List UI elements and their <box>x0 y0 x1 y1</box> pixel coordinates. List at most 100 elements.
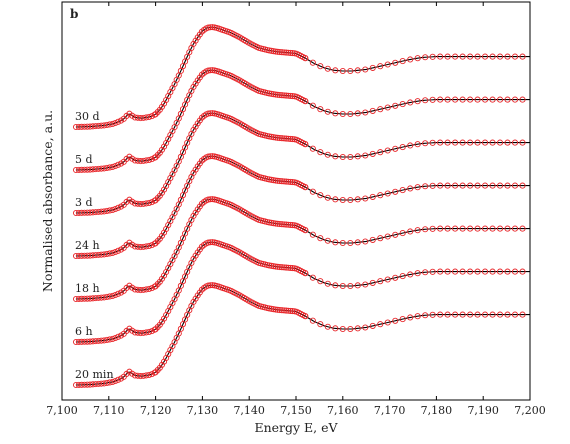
data-point <box>459 311 466 318</box>
data-point <box>437 311 444 318</box>
x-axis-ticks: 7,100 7,110 7,120 7,130 7,140 7,150 7,160 7,170… <box>46 2 546 417</box>
data-point <box>519 53 526 60</box>
data-point <box>87 295 94 302</box>
data-point <box>278 49 286 56</box>
data-point <box>332 153 339 160</box>
data-point <box>106 121 113 128</box>
data-point <box>422 140 429 147</box>
data-point <box>140 114 147 121</box>
data-point <box>101 294 108 301</box>
data-point <box>317 149 324 156</box>
data-point <box>429 225 436 232</box>
data-point <box>369 236 376 243</box>
fit-line <box>76 26 530 128</box>
x-tick-label: 7,110 <box>93 404 125 417</box>
data-point <box>467 53 474 60</box>
data-point <box>270 48 277 55</box>
data-point <box>268 262 275 269</box>
trace-label: 6 h <box>75 325 93 338</box>
data-point <box>489 139 496 146</box>
data-point <box>482 311 489 318</box>
data-point <box>324 108 331 115</box>
data-point <box>209 282 216 289</box>
data-point <box>207 239 214 246</box>
data-point <box>302 313 309 320</box>
data-point <box>268 219 275 226</box>
data-point <box>354 282 361 289</box>
data-point <box>489 182 496 189</box>
spectrum-18-h <box>72 196 530 303</box>
data-point <box>109 378 116 386</box>
data-point <box>115 161 122 168</box>
data-point <box>115 247 122 254</box>
data-point <box>474 182 481 189</box>
data-point <box>98 337 105 344</box>
x-tick-label: 7,120 <box>140 404 172 417</box>
data-point <box>392 145 399 152</box>
data-point <box>266 47 273 54</box>
data-point <box>112 248 119 256</box>
data-point <box>109 249 116 257</box>
data-point <box>276 177 283 185</box>
spectrum-20-min <box>72 282 530 389</box>
data-point <box>422 183 429 190</box>
data-point <box>285 135 292 142</box>
data-point <box>407 228 414 235</box>
data-point <box>268 133 275 140</box>
data-point <box>140 157 147 164</box>
data-point <box>482 139 489 146</box>
data-point <box>266 133 273 140</box>
spectrum-5-d <box>72 67 530 174</box>
data-point <box>272 91 279 98</box>
data-point <box>519 268 526 275</box>
data-point <box>407 56 414 63</box>
data-point <box>272 48 279 55</box>
data-point <box>309 59 316 66</box>
data-point <box>392 317 399 324</box>
data-point <box>145 328 153 335</box>
data-point <box>281 307 288 314</box>
data-point <box>285 178 292 185</box>
data-point <box>278 264 286 271</box>
data-point <box>98 122 105 129</box>
data-point <box>274 134 281 141</box>
data-point <box>354 325 361 332</box>
data-point <box>283 92 290 99</box>
data-point <box>399 58 406 65</box>
data-point <box>444 139 451 146</box>
data-point <box>309 231 316 238</box>
data-point <box>109 163 116 171</box>
data-point <box>504 139 511 146</box>
data-point <box>272 306 279 313</box>
data-point <box>95 380 102 387</box>
data-point <box>489 96 496 103</box>
data-point <box>474 139 481 146</box>
data-point <box>209 153 216 160</box>
data-point <box>444 311 451 318</box>
data-point <box>339 239 346 247</box>
data-point <box>98 380 105 387</box>
data-point <box>474 311 481 318</box>
data-point <box>205 110 212 117</box>
data-point <box>377 278 384 285</box>
data-point <box>496 139 504 146</box>
x-tick-label: 7,200 <box>514 404 546 417</box>
data-point <box>137 244 144 251</box>
data-point <box>437 139 444 146</box>
data-point <box>309 188 316 195</box>
data-point <box>266 90 273 97</box>
data-point <box>496 311 504 318</box>
trace-label: 18 h <box>75 282 100 295</box>
data-point <box>95 165 102 172</box>
data-point <box>143 114 150 121</box>
data-point <box>143 157 150 164</box>
data-point <box>87 338 94 345</box>
data-point <box>422 97 429 104</box>
data-point <box>109 206 116 214</box>
data-point <box>504 53 511 60</box>
trace-labels: 30 d 5 d 3 d 24 h 18 h 6 h 20 min <box>75 110 114 381</box>
data-point <box>205 282 212 289</box>
data-point <box>414 313 421 320</box>
data-point <box>137 115 144 122</box>
